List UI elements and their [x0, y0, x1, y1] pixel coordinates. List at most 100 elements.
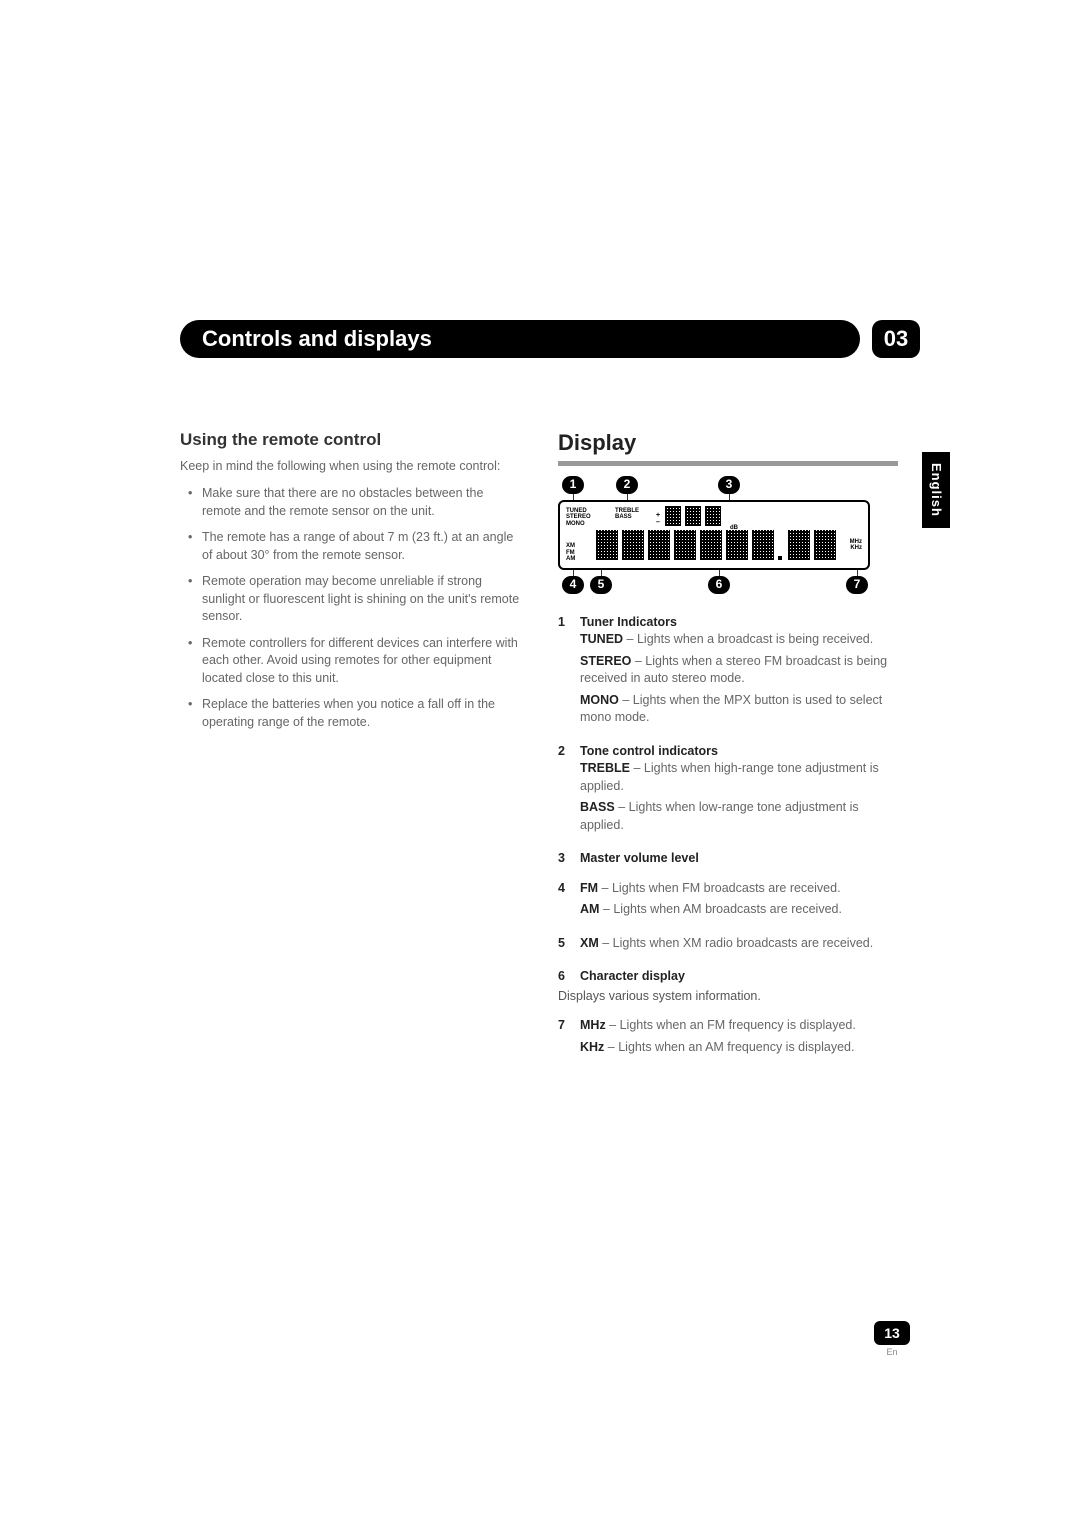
desc-text: – Lights when FM broadcasts are received…: [598, 881, 840, 895]
segment-icon: [700, 530, 722, 560]
page-lang: En: [874, 1347, 910, 1357]
desc-num: 7: [558, 1017, 580, 1060]
desc-title: Tuner Indicators: [580, 615, 677, 629]
desc-body: Master volume level: [580, 850, 898, 868]
desc-title: Master volume level: [580, 851, 699, 865]
label: TREBLE: [580, 761, 630, 775]
label: FM: [580, 881, 598, 895]
remote-bullets: Make sure that there are no obstacles be…: [180, 485, 520, 731]
desc-body: Tuner Indicators TUNED – Lights when a b…: [580, 614, 898, 731]
segment-icon: [705, 506, 721, 526]
display-panel-illustration: 1 2 3 4 5 6 7 TUNED STEREO: [558, 476, 870, 594]
callout-line: [627, 494, 628, 500]
label: KHz: [580, 1040, 604, 1054]
desc-body: Tone control indicators TREBLE – Lights …: [580, 743, 898, 839]
label: BASS: [580, 800, 615, 814]
callout-5: 5: [590, 576, 612, 594]
segment-icon: [622, 530, 644, 560]
lcd-tuner-labels: TUNED STEREO MONO: [566, 508, 591, 528]
desc-item-7: 7 MHz – Lights when an FM frequency is d…: [558, 1017, 898, 1060]
desc-item-1: 1 Tuner Indicators TUNED – Lights when a…: [558, 614, 898, 731]
remote-heading: Using the remote control: [180, 428, 520, 452]
callout-line: [719, 570, 720, 576]
segment-dot-icon: [778, 556, 782, 560]
display-divider: [558, 461, 898, 466]
lcd-plus: +: [656, 512, 660, 519]
callout-3: 3: [718, 476, 740, 494]
remote-intro: Keep in mind the following when using th…: [180, 458, 520, 476]
segment-icon: [685, 506, 701, 526]
desc-body: MHz – Lights when an FM frequency is dis…: [580, 1017, 898, 1060]
lcd-am: AM: [566, 556, 575, 563]
callout-line: [601, 570, 602, 576]
lcd-tone-labels: TREBLE BASS: [615, 508, 639, 521]
desc-num: 4: [558, 880, 580, 923]
callout-7: 7: [846, 576, 868, 594]
label: AM: [580, 902, 599, 916]
lcd-tuned: TUNED: [566, 508, 591, 515]
two-column-layout: Using the remote control Keep in mind th…: [180, 428, 900, 1072]
desc-text: – Lights when XM radio broadcasts are re…: [599, 936, 873, 950]
lcd-freq-labels: MHz KHz: [850, 539, 862, 552]
desc-body: Character display: [580, 968, 898, 986]
segment-icon: [788, 530, 810, 560]
desc-item-6: 6 Character display: [558, 968, 898, 986]
desc-item-5: 5 XM – Lights when XM radio broadcasts a…: [558, 935, 898, 957]
segment-icon: [674, 530, 696, 560]
lcd-xm: XM: [566, 543, 575, 550]
lcd-fm: FM: [566, 550, 575, 557]
desc-text: – Lights when an FM frequency is display…: [606, 1018, 856, 1032]
callout-line: [573, 570, 574, 576]
page-content: Controls and displays 03 Using the remot…: [180, 320, 900, 1072]
desc-body: XM – Lights when XM radio broadcasts are…: [580, 935, 898, 957]
desc-item-4: 4 FM – Lights when FM broadcasts are rec…: [558, 880, 898, 923]
lcd-minus: –: [656, 519, 660, 526]
desc-text: – Lights when AM broadcasts are received…: [599, 902, 842, 916]
desc-text: – Lights when low-range tone adjustment …: [580, 800, 859, 832]
callout-1: 1: [562, 476, 584, 494]
chapter-header: Controls and displays 03: [180, 320, 920, 358]
label: XM: [580, 936, 599, 950]
desc-text: – Lights when a broadcast is being recei…: [623, 632, 873, 646]
callout-4: 4: [562, 576, 584, 594]
segment-icon: [596, 530, 618, 560]
left-column: Using the remote control Keep in mind th…: [180, 428, 520, 1072]
page-number: 13: [874, 1321, 910, 1345]
segment-icon: [814, 530, 836, 560]
lcd-mono: MONO: [566, 521, 591, 528]
lcd-khz: KHz: [850, 545, 862, 552]
segment-icon: [752, 530, 774, 560]
lcd-screen: TUNED STEREO MONO TREBLE BASS XM FM AM: [558, 500, 870, 570]
desc-item-2: 2 Tone control indicators TREBLE – Light…: [558, 743, 898, 839]
lcd-treble: TREBLE: [615, 508, 639, 515]
bullet-item: Replace the batteries when you notice a …: [202, 696, 520, 731]
callout-2: 2: [616, 476, 638, 494]
lcd-bass: BASS: [615, 514, 639, 521]
bullet-item: Make sure that there are no obstacles be…: [202, 485, 520, 520]
segment-icon: [726, 530, 748, 560]
label: MONO: [580, 693, 619, 707]
desc-title: Character display: [580, 969, 685, 983]
label: MHz: [580, 1018, 606, 1032]
lcd-mhz: MHz: [850, 539, 862, 546]
callout-line: [857, 570, 858, 576]
desc-num: 6: [558, 968, 580, 986]
callout-line: [729, 494, 730, 500]
lcd-plus-minus: + –: [656, 512, 660, 526]
label: STEREO: [580, 654, 631, 668]
page-footer: 13 En: [874, 1321, 910, 1357]
desc-num: 2: [558, 743, 580, 839]
desc-text: – Lights when the MPX button is used to …: [580, 693, 882, 725]
chapter-number: 03: [872, 320, 920, 358]
language-tab: English: [922, 452, 950, 528]
lcd-stereo: STEREO: [566, 514, 591, 521]
desc-title: Tone control indicators: [580, 744, 718, 758]
desc-aftertitle: Displays various system information.: [558, 988, 898, 1006]
desc-body: FM – Lights when FM broadcasts are recei…: [580, 880, 898, 923]
bullet-item: Remote controllers for different devices…: [202, 635, 520, 688]
bullet-item: The remote has a range of about 7 m (23 …: [202, 529, 520, 564]
chapter-title: Controls and displays: [180, 320, 860, 358]
callout-line: [573, 494, 574, 500]
desc-item-3: 3 Master volume level: [558, 850, 898, 868]
lcd-band-labels: XM FM AM: [566, 543, 575, 563]
